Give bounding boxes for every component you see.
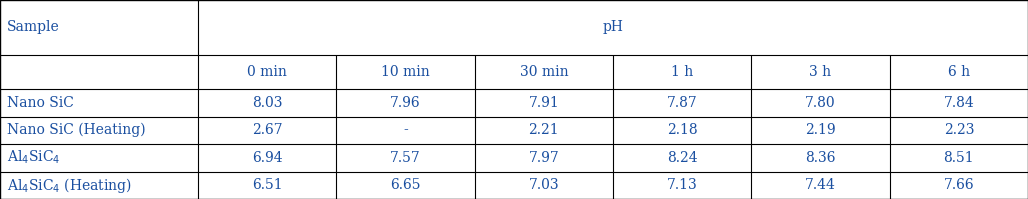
Text: 7.97: 7.97 <box>528 151 559 165</box>
Text: 8.03: 8.03 <box>252 96 283 110</box>
Text: 7.80: 7.80 <box>805 96 836 110</box>
Text: 6 h: 6 h <box>948 65 969 79</box>
Text: 7.87: 7.87 <box>667 96 698 110</box>
Text: 8.51: 8.51 <box>944 151 975 165</box>
Text: 2.21: 2.21 <box>528 123 559 137</box>
Text: Al$_4$SiC$_4$: Al$_4$SiC$_4$ <box>7 149 61 166</box>
Text: 2.18: 2.18 <box>667 123 697 137</box>
Text: 1 h: 1 h <box>671 65 693 79</box>
Text: 7.13: 7.13 <box>667 178 698 192</box>
Text: Sample: Sample <box>7 20 60 34</box>
Text: 7.03: 7.03 <box>528 178 559 192</box>
Text: 0 min: 0 min <box>247 65 287 79</box>
Text: Nano SiC: Nano SiC <box>7 96 74 110</box>
Text: 2.19: 2.19 <box>805 123 836 137</box>
Text: 2.67: 2.67 <box>252 123 283 137</box>
Text: Al$_4$SiC$_4$ (Heating): Al$_4$SiC$_4$ (Heating) <box>7 176 132 195</box>
Text: 7.44: 7.44 <box>805 178 836 192</box>
Text: 7.84: 7.84 <box>944 96 975 110</box>
Text: 3 h: 3 h <box>809 65 832 79</box>
Text: 7.96: 7.96 <box>391 96 420 110</box>
Text: 10 min: 10 min <box>381 65 430 79</box>
Text: 30 min: 30 min <box>519 65 568 79</box>
Text: 8.36: 8.36 <box>805 151 836 165</box>
Text: 8.24: 8.24 <box>667 151 697 165</box>
Text: 2.23: 2.23 <box>944 123 975 137</box>
Text: 7.66: 7.66 <box>944 178 975 192</box>
Text: 6.65: 6.65 <box>391 178 420 192</box>
Text: pH: pH <box>602 20 623 34</box>
Text: Nano SiC (Heating): Nano SiC (Heating) <box>7 123 146 138</box>
Text: 7.91: 7.91 <box>528 96 559 110</box>
Text: 6.94: 6.94 <box>252 151 283 165</box>
Text: 6.51: 6.51 <box>252 178 283 192</box>
Text: -: - <box>403 123 408 137</box>
Text: 7.57: 7.57 <box>390 151 420 165</box>
